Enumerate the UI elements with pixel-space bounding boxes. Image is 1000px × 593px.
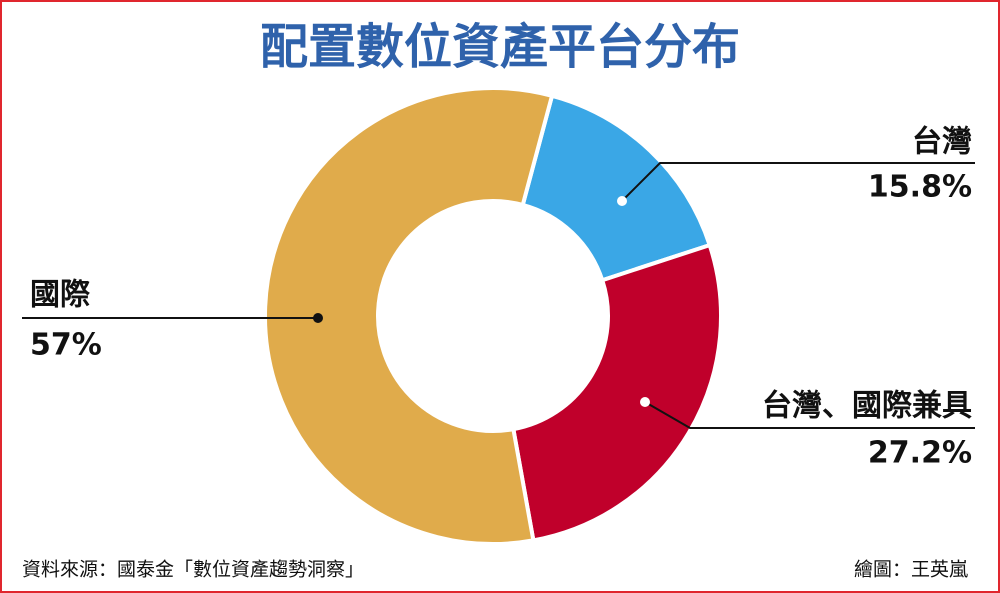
leader-dot: [617, 196, 627, 206]
leader-line: [644, 401, 975, 429]
slice-label: 台灣: [912, 125, 972, 160]
chart-title: 配置數位資產平台分布: [260, 19, 740, 75]
value-label: 15.8%: [868, 170, 972, 205]
value-label: 57%: [30, 328, 102, 363]
leader-line: [621, 162, 975, 202]
donut-slice: [520, 93, 713, 283]
donut-slice: [511, 242, 723, 543]
value-label: 27.2%: [868, 436, 972, 471]
source: 資料來源：國泰金「數位資產趨勢洞察」: [22, 559, 364, 581]
leader-dot: [640, 397, 650, 407]
slice-label: 台灣、國際兼具: [762, 389, 972, 424]
donut-slice: [263, 86, 555, 546]
leader-dot: [313, 313, 323, 323]
slice-label: 國際: [30, 278, 90, 313]
credit: 繪圖：王英嵐: [854, 559, 968, 581]
